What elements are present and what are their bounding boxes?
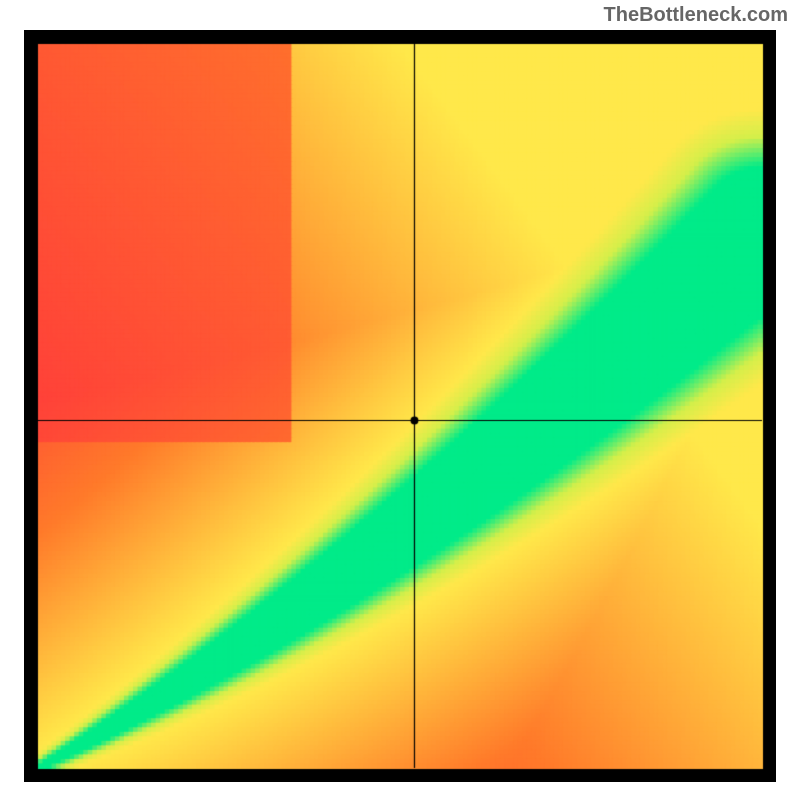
plot-area (24, 30, 776, 782)
chart-container: TheBottleneck.com (0, 0, 800, 800)
heatmap-canvas (24, 30, 776, 782)
watermark-text: TheBottleneck.com (604, 4, 788, 27)
